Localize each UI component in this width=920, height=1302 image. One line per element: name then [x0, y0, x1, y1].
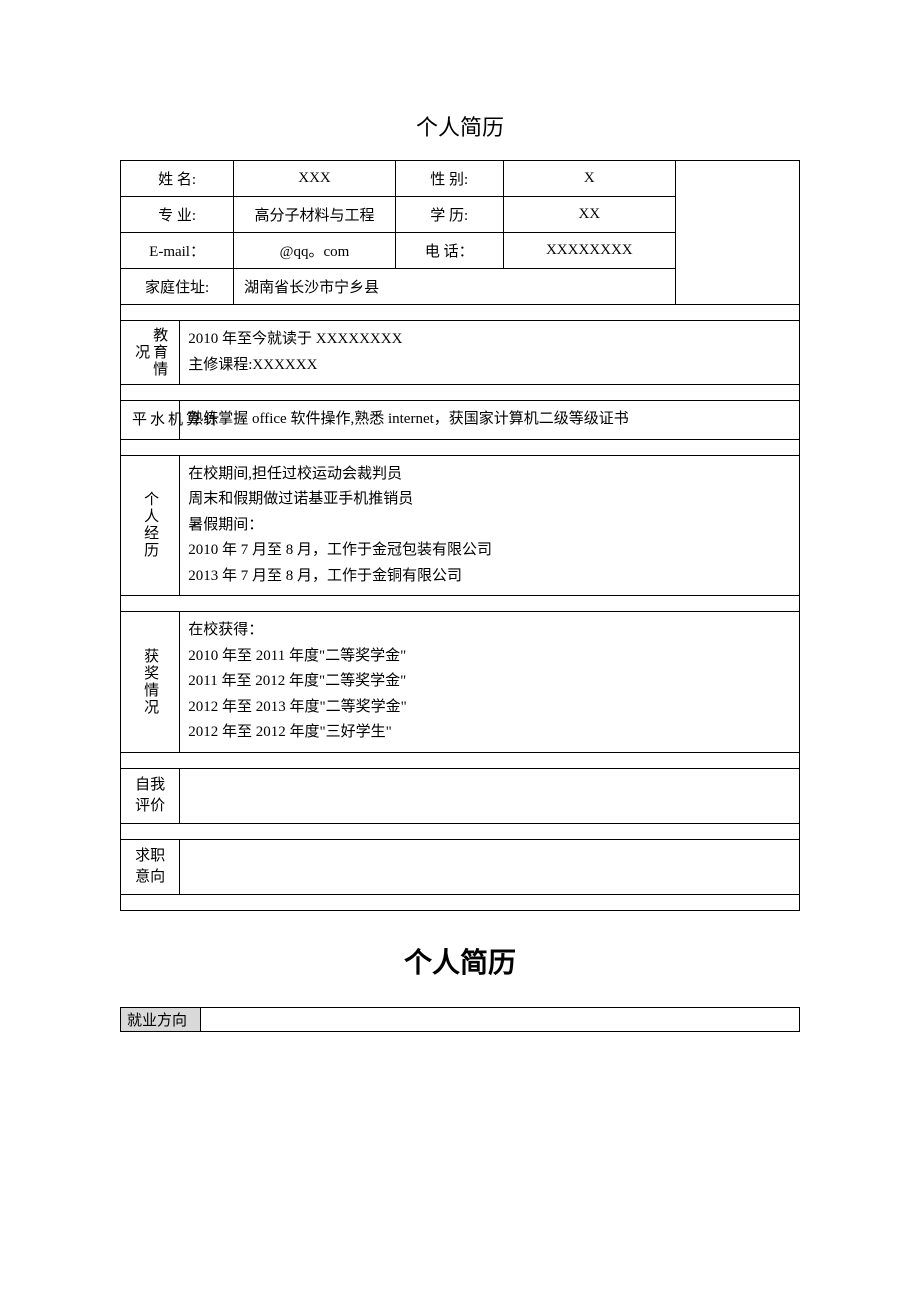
spacer — [121, 823, 800, 839]
education-line2: 主修课程:XXXXXX — [188, 353, 791, 379]
email-label: E-mail： — [121, 233, 234, 269]
direction-value — [201, 1007, 800, 1031]
name-value: XXX — [234, 161, 396, 197]
computer-content: 熟练掌握 office 软件操作,熟悉 internet，获国家计算机二级等级证… — [180, 401, 800, 440]
phone-value: XXXXXXXX — [503, 233, 675, 269]
page-title-1: 个人简历 — [120, 110, 800, 142]
awards-line2: 2010 年至 2011 年度"二等奖学金" — [188, 644, 791, 670]
spacer — [121, 894, 800, 910]
computer-label: 计算机水平 — [121, 401, 180, 440]
edu-value: XX — [503, 197, 675, 233]
education-content: 2010 年至今就读于 XXXXXXXX 主修课程:XXXXXX — [180, 321, 800, 385]
edu-label: 学 历: — [395, 197, 503, 233]
job-intent-label-l1: 求职 — [129, 846, 171, 867]
job-intent-label: 求职 意向 — [121, 839, 180, 894]
spacer — [121, 439, 800, 455]
self-eval-label-l1: 自我 — [129, 775, 171, 796]
experience-content: 在校期间,担任过校运动会裁判员 周末和假期做过诺基亚手机推销员 暑假期间： 20… — [180, 455, 800, 596]
phone-label: 电 话： — [395, 233, 503, 269]
row-job-intent: 求职 意向 — [121, 839, 800, 894]
self-eval-label: 自我 评价 — [121, 768, 180, 823]
direction-label: 就业方向 — [121, 1007, 201, 1031]
spacer — [121, 385, 800, 401]
awards-content: 在校获得： 2010 年至 2011 年度"二等奖学金" 2011 年至 201… — [180, 612, 800, 753]
awards-line5: 2012 年至 2012 年度"三好学生" — [188, 720, 791, 746]
self-eval-content — [180, 768, 800, 823]
spacer — [121, 305, 800, 321]
experience-line3: 暑假期间： — [188, 513, 791, 539]
self-eval-label-l2: 评价 — [129, 796, 171, 817]
awards-line3: 2011 年至 2012 年度"二等奖学金" — [188, 669, 791, 695]
row-direction: 就业方向 — [121, 1007, 800, 1031]
spacer — [121, 752, 800, 768]
awards-line4: 2012 年至 2013 年度"二等奖学金" — [188, 695, 791, 721]
resume-table-2: 就业方向 — [120, 1007, 800, 1032]
name-label: 姓 名: — [121, 161, 234, 197]
gender-label: 性 别: — [395, 161, 503, 197]
computer-text: 熟练掌握 office 软件操作,熟悉 internet，获国家计算机二级等级证… — [188, 407, 791, 433]
row-computer: 计算机水平 熟练掌握 office 软件操作,熟悉 internet，获国家计算… — [121, 401, 800, 440]
email-value: @qq。com — [234, 233, 396, 269]
education-label: 教育情况 — [121, 321, 180, 385]
row-education: 教育情况 2010 年至今就读于 XXXXXXXX 主修课程:XXXXXX — [121, 321, 800, 385]
gender-value: X — [503, 161, 675, 197]
row-experience: 个人经历 在校期间,担任过校运动会裁判员 周末和假期做过诺基亚手机推销员 暑假期… — [121, 455, 800, 596]
awards-line1: 在校获得： — [188, 618, 791, 644]
row-awards: 获奖情况 在校获得： 2010 年至 2011 年度"二等奖学金" 2011 年… — [121, 612, 800, 753]
experience-line5: 2013 年 7 月至 8 月，工作于金铜有限公司 — [188, 564, 791, 590]
experience-line4: 2010 年 7 月至 8 月，工作于金冠包装有限公司 — [188, 538, 791, 564]
job-intent-label-l2: 意向 — [129, 867, 171, 888]
major-value: 高分子材料与工程 — [234, 197, 396, 233]
photo-cell — [676, 161, 800, 305]
experience-label: 个人经历 — [121, 455, 180, 596]
spacer — [121, 596, 800, 612]
education-line1: 2010 年至今就读于 XXXXXXXX — [188, 327, 791, 353]
page-title-2: 个人简历 — [120, 941, 800, 981]
experience-line2: 周末和假期做过诺基亚手机推销员 — [188, 487, 791, 513]
job-intent-content — [180, 839, 800, 894]
resume-table: 姓 名: XXX 性 别: X 专 业: 高分子材料与工程 学 历: XX E-… — [120, 160, 800, 911]
address-value: 湖南省长沙市宁乡县 — [234, 269, 676, 305]
row-name-gender: 姓 名: XXX 性 别: X — [121, 161, 800, 197]
major-label: 专 业: — [121, 197, 234, 233]
experience-line1: 在校期间,担任过校运动会裁判员 — [188, 462, 791, 488]
row-self-eval: 自我 评价 — [121, 768, 800, 823]
awards-label: 获奖情况 — [121, 612, 180, 753]
address-label: 家庭住址: — [121, 269, 234, 305]
